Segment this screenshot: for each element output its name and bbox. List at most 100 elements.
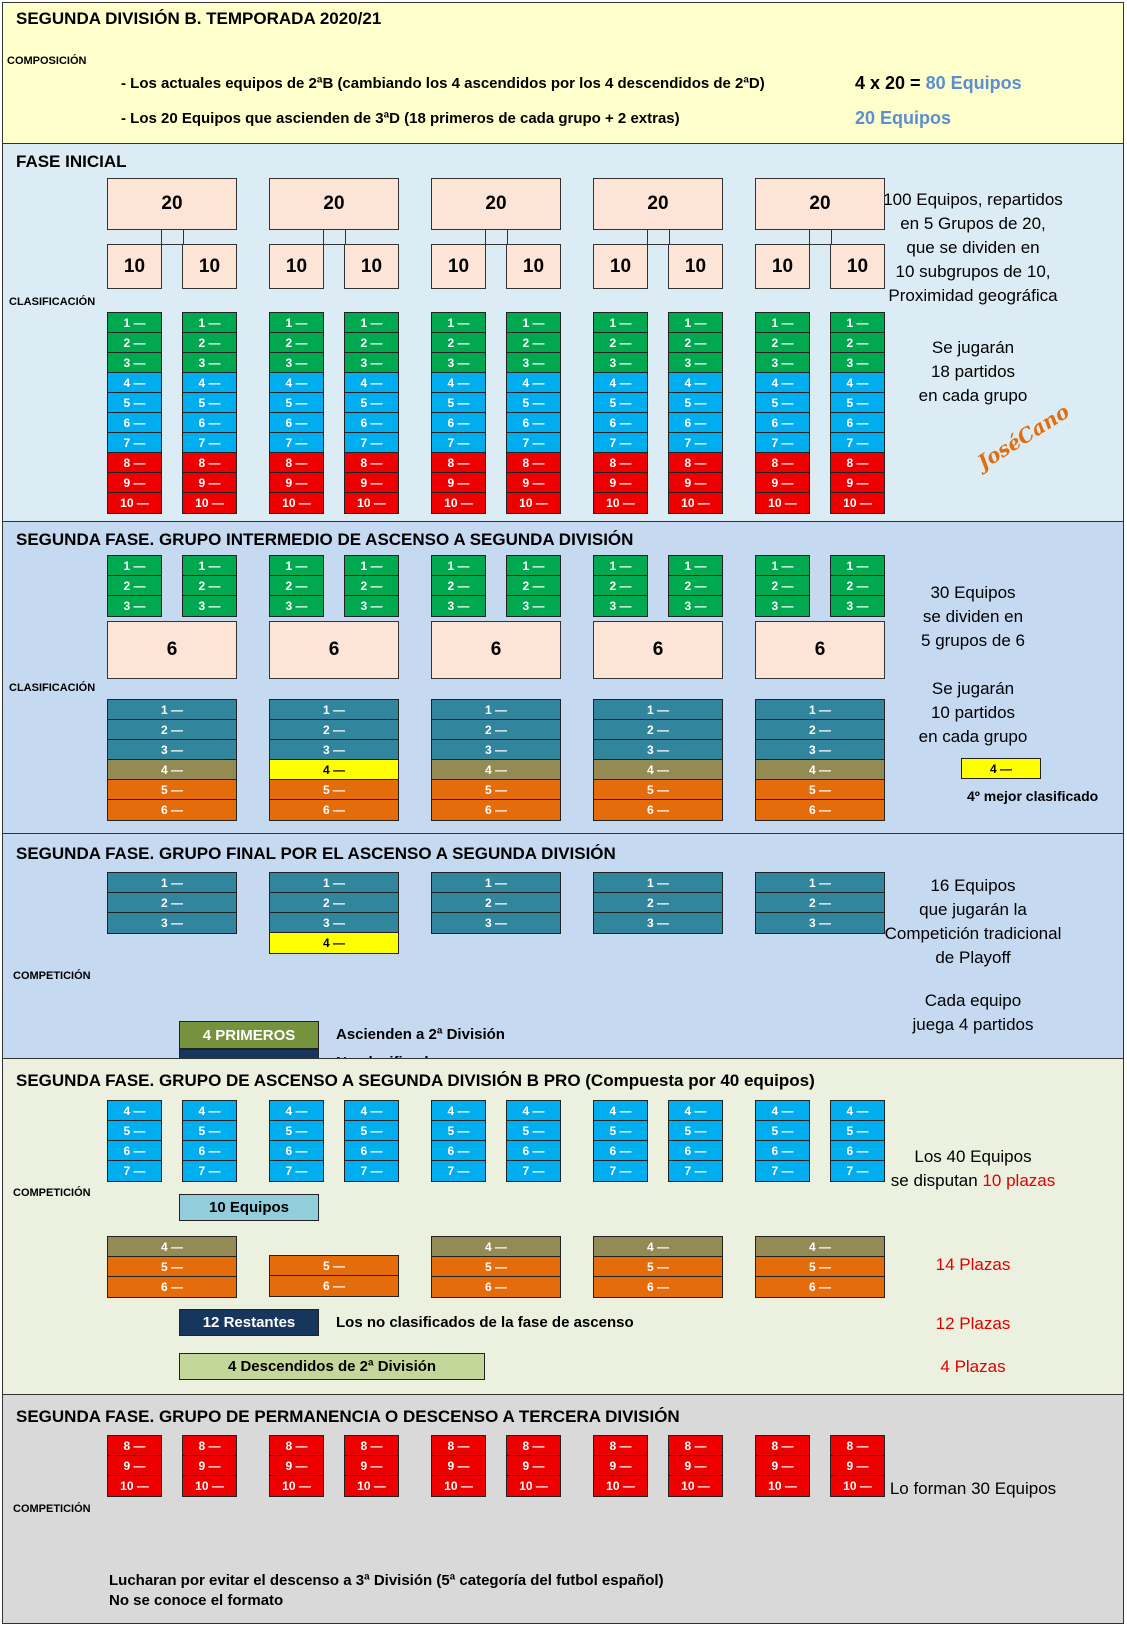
ranking-cell: 3 —: [831, 596, 884, 616]
subgroup-ranking-column: 1 —2 —3 —4 —5 —6 —7 —8 —9 —10 —: [431, 312, 486, 514]
ranking-cell: 4 —: [831, 1101, 884, 1121]
ranking-cell: 7 —: [108, 433, 161, 453]
ranking-cell: 8 —: [183, 1436, 236, 1456]
ranking-cell: 1 —: [270, 556, 323, 576]
bpro-4-7-column: 4 —5 —6 —7 —: [182, 1100, 237, 1182]
qualified-top3-column: 1 —2 —3 —: [668, 555, 723, 617]
ranking-cell: 1 —: [831, 556, 884, 576]
ranking-cell: 6 —: [594, 1141, 647, 1161]
ranking-cell: 7 —: [183, 433, 236, 453]
grupo-final-matches: Cada equipo juega 4 partidos: [863, 989, 1083, 1037]
plazas-4: 4 Plazas: [940, 1357, 1006, 1376]
ranking-cell: 4 —: [756, 1237, 884, 1257]
ranking-cell: 8 —: [507, 1436, 560, 1456]
group-box-20: 20: [755, 178, 885, 230]
ranking-cell: 1 —: [432, 700, 560, 720]
group-box-6: 6: [755, 621, 885, 679]
grupo-intermedio-label: CLASIFICACIÓN: [9, 682, 96, 694]
ranking-cell: 4 —: [594, 1237, 722, 1257]
relegation-8-10-column: 8 —9 —10 —: [431, 1435, 486, 1497]
ranking-cell: 3 —: [432, 353, 485, 373]
ranking-cell: 8 —: [183, 453, 236, 473]
bpro-4-7-column: 4 —5 —6 —7 —: [593, 1100, 648, 1182]
ranking-cell: 9 —: [756, 1456, 809, 1476]
grupo-intermedio-matches-line: Se jugarán: [931, 679, 1015, 698]
fase-inicial-description: 100 Equipos, repartidos en 5 Grupos de 2…: [863, 188, 1083, 308]
ranking-cell: 5 —: [432, 1257, 560, 1277]
ranking-cell: 1 —: [594, 313, 647, 333]
ranking-cell: 4 —: [756, 1101, 809, 1121]
final-group-column: 1 —2 —3 —: [755, 872, 885, 934]
subgroup-ranking-column: 1 —2 —3 —4 —5 —6 —7 —8 —9 —10 —: [668, 312, 723, 514]
ranking-cell: 4 —: [183, 1101, 236, 1121]
ranking-cell: 5 —: [270, 393, 323, 413]
grupo-final-desc-line: Competición tradicional: [884, 924, 1062, 943]
tag-12-restantes-b: 12 Restantes: [179, 1309, 319, 1336]
ranking-cell: 7 —: [183, 1161, 236, 1181]
ranking-cell: 8 —: [594, 1436, 647, 1456]
ranking-cell: 9 —: [345, 1456, 398, 1476]
ranking-cell: 3 —: [183, 596, 236, 616]
relegation-8-10-column: 8 —9 —10 —: [593, 1435, 648, 1497]
subgroup-box-10: 10: [593, 244, 648, 289]
grupo-final-desc-line: que jugarán la: [919, 900, 1027, 919]
ranking-cell: 2 —: [432, 720, 560, 740]
ranking-cell: 10 —: [108, 493, 161, 513]
ranking-cell: 8 —: [831, 453, 884, 473]
ranking-cell: 1 —: [432, 313, 485, 333]
ranking-cell: 5 —: [756, 1121, 809, 1141]
bpro-4-6-column: 4 —5 —6 —: [431, 1236, 561, 1298]
ranking-cell: 5 —: [669, 1121, 722, 1141]
ranking-cell: 9 —: [594, 473, 647, 493]
subgroup-box-10: 10: [506, 244, 561, 289]
ranking-cell: 9 —: [270, 1456, 323, 1476]
ranking-cell: 7 —: [507, 433, 560, 453]
ranking-cell: 3 —: [108, 913, 236, 933]
ranking-cell: 3 —: [594, 913, 722, 933]
ranking-cell: 5 —: [183, 393, 236, 413]
ranking-cell: 3 —: [432, 740, 560, 760]
ranking-cell: 5 —: [594, 1257, 722, 1277]
ranking-cell: 3 —: [756, 740, 884, 760]
fase-inicial-desc-line: Proximidad geográfica: [888, 286, 1058, 305]
ranking-cell: 5 —: [432, 780, 560, 800]
qualified-top3-column: 1 —2 —3 —: [182, 555, 237, 617]
ranking-cell: 4 —: [669, 373, 722, 393]
ranking-cell: 9 —: [432, 1456, 485, 1476]
ranking-cell: 8 —: [270, 453, 323, 473]
ranking-cell: 9 —: [108, 1456, 161, 1476]
ranking-cell: 7 —: [108, 1161, 161, 1181]
ranking-cell: 8 —: [345, 453, 398, 473]
ranking-cell: 3 —: [507, 353, 560, 373]
final-group-column: 1 —2 —3 —: [431, 872, 561, 934]
ranking-cell: 1 —: [507, 313, 560, 333]
ranking-cell: 6 —: [756, 1277, 884, 1297]
ranking-cell: 3 —: [432, 596, 485, 616]
group-ranking-column: 1 —2 —3 —4 —5 —6 —: [431, 699, 561, 821]
ranking-cell: 8 —: [108, 1436, 161, 1456]
group-box-6: 6: [107, 621, 237, 679]
ranking-cell: 10 —: [669, 1476, 722, 1496]
relegation-8-10-column: 8 —9 —10 —: [668, 1435, 723, 1497]
group-ranking-column: 1 —2 —3 —4 —5 —6 —: [755, 699, 885, 821]
ranking-cell: 3 —: [594, 353, 647, 373]
ranking-cell: 6 —: [831, 413, 884, 433]
ranking-cell: 1 —: [756, 556, 809, 576]
ranking-cell: 8 —: [831, 1436, 884, 1456]
fase-inicial-matches-line: en cada grupo: [918, 386, 1028, 405]
ranking-cell: 1 —: [756, 873, 884, 893]
bpro-4-7-column: 4 —5 —6 —7 —: [830, 1100, 885, 1182]
grupo-final-label: COMPETICIÓN: [13, 970, 91, 982]
grupo-intermedio-desc-line: se dividen en: [922, 607, 1024, 626]
bpro-4-7-column: 4 —5 —6 —7 —: [269, 1100, 324, 1182]
ranking-cell: 8 —: [669, 1436, 722, 1456]
ranking-cell: 9 —: [270, 473, 323, 493]
ranking-cell: 9 —: [507, 473, 560, 493]
ranking-cell: 3 —: [594, 596, 647, 616]
ranking-cell: 4 —: [594, 760, 722, 780]
ranking-cell: 6 —: [108, 800, 236, 820]
ranking-cell: 1 —: [432, 873, 560, 893]
ranking-cell: 1 —: [756, 700, 884, 720]
ranking-cell: 7 —: [507, 1161, 560, 1181]
bpro-4-6-column: 4 —5 —6 —: [755, 1236, 885, 1298]
